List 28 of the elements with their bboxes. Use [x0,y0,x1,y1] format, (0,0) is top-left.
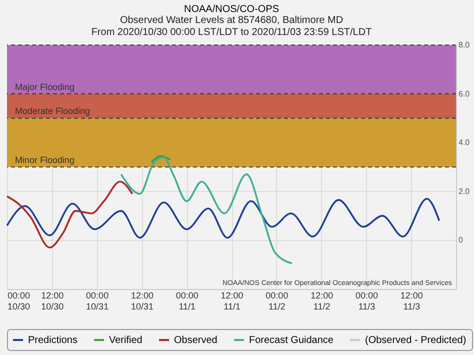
x-tick-label: 12:00 11/3 [400,290,423,312]
x-tick-label: 00:00 11/2 [266,290,288,312]
line-series [6,198,440,239]
y-tick-label: 2.0 [458,186,470,196]
x-tick-label: 00:00 10/30 [8,290,30,312]
chart-subtitle: Observed Water Levels at 8574680, Baltimore MD From 2020/10/30 00:00 LST/LDT to 2020/11/03 23:59 LST/LDT [91,15,372,38]
legend-label: Forecast Guidance [249,335,334,346]
x-tick-label: 00:00 11/3 [355,290,378,312]
x-tick-label: 12:00 11/2 [310,290,334,312]
y-tick-label: 6.0 [458,89,470,98]
x-tick-label: 12:00 11/1 [220,290,244,312]
legend-label: (Observed - Predicted) [365,335,466,346]
x-tick-label: 00:00 11/1 [176,290,198,312]
legend-label: Predictions [28,335,78,346]
legend-label: Observed [174,335,218,346]
x-tick-label: 00:00 10/31 [86,290,109,312]
x-tick-label: 12:00 10/30 [41,290,64,312]
band-label: Major Flooding [15,82,75,92]
band-label: Minor Flooding [15,155,75,165]
band-label: Moderate Flooding [15,106,90,116]
line-series [6,180,134,248]
chart-title: NOAA/NOS/CO-OPS [184,4,280,15]
y-tick-label: 8.0 [458,40,470,50]
y-tick-label: 4.0 [458,138,470,148]
x-tick-label: 12:00 10/31 [130,290,154,312]
line-series [120,156,293,264]
y-tick-label: 0 [458,236,464,245]
legend-label: Verified [109,335,142,346]
